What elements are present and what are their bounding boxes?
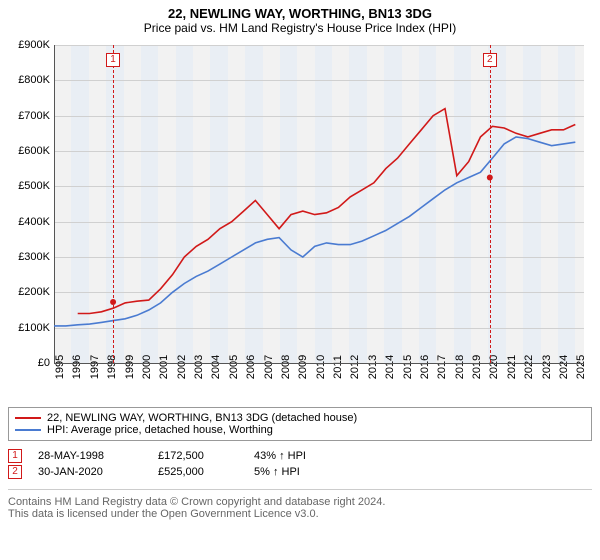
footer: Contains HM Land Registry data © Crown c… xyxy=(8,489,592,520)
sale-marker-badge: 1 xyxy=(8,449,22,463)
sale-marker-box: 2 xyxy=(483,53,497,67)
sale-marker-line xyxy=(490,45,491,363)
series-hpi xyxy=(54,137,575,326)
sale-date: 28-MAY-1998 xyxy=(38,450,142,462)
footer-line-1: Contains HM Land Registry data © Crown c… xyxy=(8,496,592,508)
legend: 22, NEWLING WAY, WORTHING, BN13 3DG (det… xyxy=(8,407,592,441)
sale-price: £525,000 xyxy=(158,466,238,478)
series-price xyxy=(78,109,576,314)
legend-label: 22, NEWLING WAY, WORTHING, BN13 3DG (det… xyxy=(47,412,357,424)
chart-title: 22, NEWLING WAY, WORTHING, BN13 3DG xyxy=(8,6,592,21)
sale-row: 1 28-MAY-1998 £172,500 43% ↑ HPI xyxy=(8,449,592,463)
sale-row: 2 30-JAN-2020 £525,000 5% ↑ HPI xyxy=(8,465,592,479)
legend-swatch xyxy=(15,417,41,419)
legend-label: HPI: Average price, detached house, Wort… xyxy=(47,424,273,436)
legend-swatch xyxy=(15,429,41,431)
chart-area: £0£100K£200K£300K£400K£500K£600K£700K£80… xyxy=(8,41,592,401)
sale-date: 30-JAN-2020 xyxy=(38,466,142,478)
sales-table: 1 28-MAY-1998 £172,500 43% ↑ HPI 2 30-JAN-202… xyxy=(8,449,592,479)
sale-marker-box: 1 xyxy=(106,53,120,67)
legend-item: HPI: Average price, detached house, Wort… xyxy=(15,424,585,436)
chart-container: 22, NEWLING WAY, WORTHING, BN13 3DG Pric… xyxy=(0,0,600,560)
sale-price: £172,500 xyxy=(158,450,238,462)
chart-subtitle: Price paid vs. HM Land Registry's House … xyxy=(8,21,592,35)
footer-line-2: This data is licensed under the Open Gov… xyxy=(8,508,592,520)
legend-item: 22, NEWLING WAY, WORTHING, BN13 3DG (det… xyxy=(15,412,585,424)
sale-marker-line xyxy=(113,45,114,363)
series-svg xyxy=(8,41,592,401)
sale-delta: 43% ↑ HPI xyxy=(254,450,306,462)
sale-marker-badge: 2 xyxy=(8,465,22,479)
sale-delta: 5% ↑ HPI xyxy=(254,466,300,478)
